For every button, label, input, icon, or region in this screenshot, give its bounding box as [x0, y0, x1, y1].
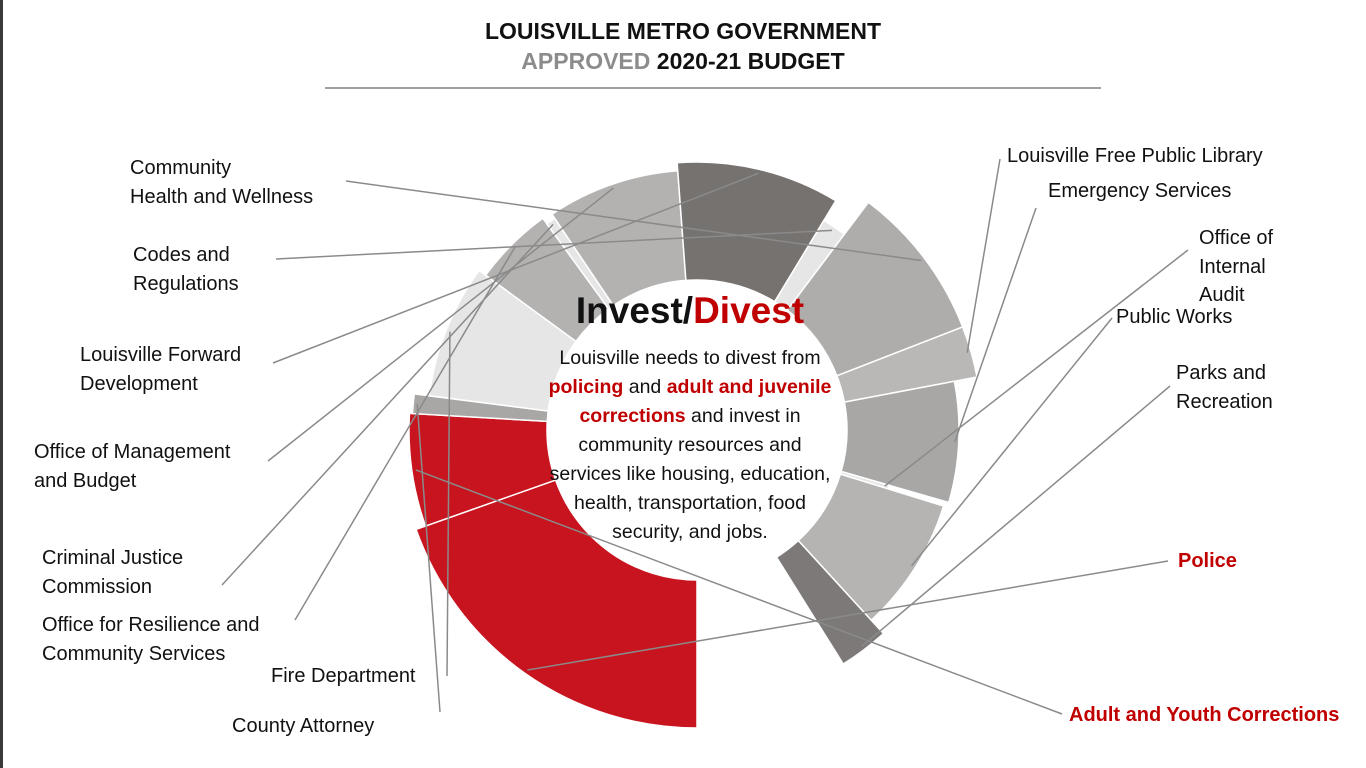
label-emergency-services: Emergency Services — [1048, 177, 1231, 206]
title-budget-year: 2020-21 BUDGET — [656, 48, 845, 74]
title-line-2: APPROVED 2020-21 BUDGET — [0, 46, 1366, 76]
label-line: Health and Wellness — [130, 185, 314, 208]
leader-lines — [221, 158, 1189, 715]
leader-office-of-internal-audit — [884, 249, 1189, 487]
label-internal-audit: Office of Internal Audit — [1199, 224, 1273, 310]
slice-parks-and-recreation — [775, 539, 885, 666]
label-line: Police — [1178, 550, 1237, 572]
chart-title: LOUISVILLE METRO GOVERNMENT APPROVED 202… — [0, 16, 1366, 76]
leader-louisville-forward-development — [272, 172, 759, 364]
label-line: Internal — [1199, 255, 1266, 278]
center-title: Invest/Divest — [530, 288, 850, 334]
label-resilience: Office for Resilience and Community Serv… — [42, 611, 260, 668]
label-line: Recreation — [1176, 390, 1273, 413]
label-county-attorney: County Attorney — [232, 712, 374, 741]
leader-criminal-justice-commission — [221, 223, 554, 586]
label-management-budget: Office of Management and Budget — [34, 438, 230, 495]
slice-police — [415, 479, 698, 729]
label-line: Audit — [1199, 284, 1245, 306]
label-line: Commission — [42, 575, 153, 598]
label-corrections: Adult and Youth Corrections — [1069, 701, 1339, 730]
label-line: Codes and — [133, 244, 230, 266]
title-approved: APPROVED — [521, 48, 651, 74]
center-message: Invest/Divest Louisville needs to divest… — [530, 288, 850, 547]
label-line: Office of Management — [34, 441, 231, 463]
window-edge — [0, 0, 3, 768]
label-line: Development — [80, 372, 198, 395]
slice-fire-department — [428, 269, 578, 412]
label-parks-recreation: Parks and Recreation — [1176, 359, 1273, 416]
slice-emergency-services — [840, 380, 960, 504]
donut-slices — [408, 161, 978, 729]
leader-community-health-and-wellness — [345, 180, 922, 262]
label-fire-department: Fire Department — [271, 662, 416, 691]
leader-office-of-management-and-budget — [267, 187, 614, 462]
label-line: Regulations — [133, 272, 239, 295]
leader-police — [527, 560, 1169, 671]
center-title-divest: Divest — [693, 290, 805, 331]
leader-emergency-services — [954, 207, 1037, 443]
slice-louisville-forward-development — [676, 161, 837, 303]
label-police: Police — [1178, 547, 1237, 576]
leader-office-for-resilience-and-community-services — [294, 246, 516, 621]
label-line: Community Services — [42, 642, 226, 665]
label-line: and Budget — [34, 469, 137, 492]
center-body-part-1: Louisville needs to divest from — [559, 347, 821, 369]
slice-adult-and-youth-corrections — [408, 412, 557, 528]
label-line: Fire Department — [271, 665, 416, 687]
label-line: Adult and Youth Corrections — [1069, 704, 1340, 726]
leader-adult-and-youth-corrections — [415, 469, 1063, 715]
center-body-part-3: and invest in community resources and se… — [549, 405, 831, 543]
label-line: County Attorney — [232, 715, 375, 737]
center-body: Louisville needs to divest from policing… — [545, 344, 835, 547]
label-line: Parks and — [1176, 362, 1267, 384]
label-line: Public Works — [1116, 306, 1233, 328]
leader-fire-department — [446, 331, 451, 677]
label-line: Office of — [1199, 227, 1274, 249]
leader-county-attorney — [416, 404, 441, 713]
leader-public-works — [911, 317, 1113, 567]
center-title-invest: Invest/ — [575, 290, 694, 331]
label-line: Criminal Justice — [42, 547, 184, 569]
center-body-part-2: and — [623, 376, 667, 398]
label-library: Louisville Free Public Library — [1007, 142, 1263, 171]
center-body-policing: policing — [548, 376, 624, 398]
title-divider — [325, 87, 1101, 89]
label-line: Louisville Forward — [80, 344, 242, 366]
label-louisville-forward: Louisville Forward Development — [80, 341, 241, 398]
slice-office-for-resilience-and-community-services — [484, 217, 610, 343]
label-criminal-justice: Criminal Justice Commission — [42, 544, 183, 601]
leader-parks-and-recreation — [861, 385, 1171, 648]
label-community-health: Community Health and Wellness — [130, 154, 313, 211]
label-line: Community — [130, 157, 232, 179]
label-line: Emergency Services — [1048, 180, 1232, 202]
label-codes-regulations: Codes and Regulations — [133, 241, 239, 298]
leader-louisville-free-public-library — [966, 158, 1001, 353]
label-public-works: Public Works — [1116, 303, 1232, 332]
label-line: Office for Resilience and — [42, 614, 260, 636]
center-body-corrections: adult and juvenile corrections — [579, 376, 832, 427]
title-line-1: LOUISVILLE METRO GOVERNMENT — [484, 18, 882, 44]
label-line: Louisville Free Public Library — [1007, 145, 1263, 167]
